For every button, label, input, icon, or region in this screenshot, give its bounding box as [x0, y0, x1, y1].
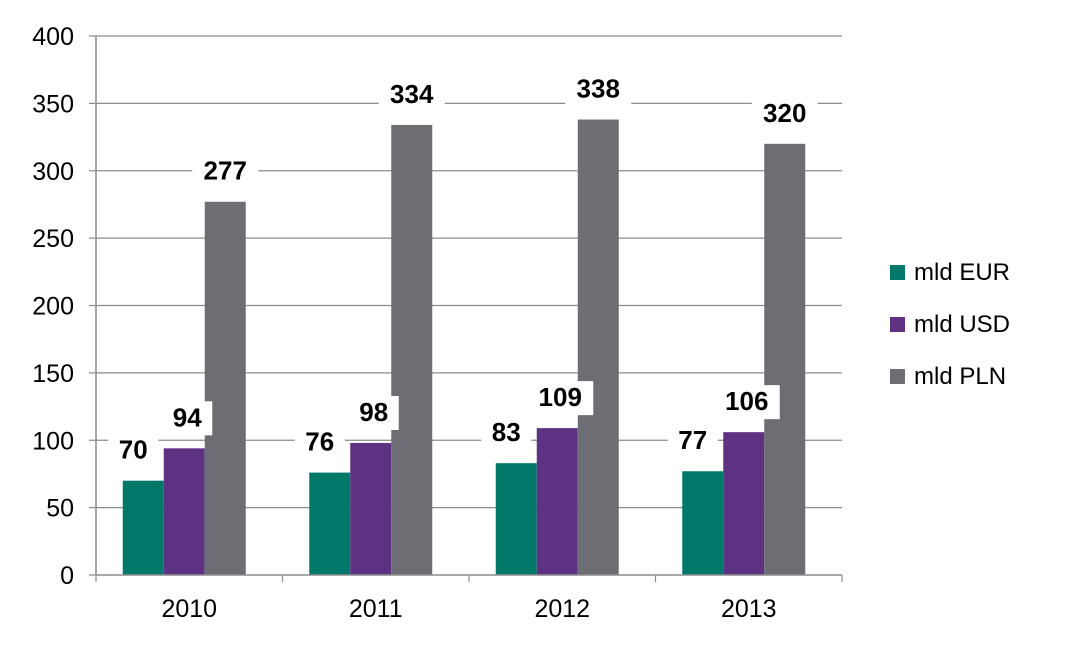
bars [122, 119, 806, 576]
x-tick-label: 2013 [721, 595, 777, 623]
data-label-bg [294, 425, 345, 460]
y-tick-label: 50 [46, 495, 74, 523]
legend: mld EUR mld USD mld PLN [890, 259, 1010, 390]
data-label-bg [348, 395, 399, 430]
legend-label: mld USD [914, 311, 1010, 338]
bar-mld-pln-2013 [764, 143, 806, 576]
data-label-bg [378, 77, 445, 112]
data-label: 334 [390, 79, 434, 109]
data-label-bg [565, 72, 632, 107]
data-label-bg [751, 96, 818, 131]
axes: 0 50 100 150 200 250 300 350 400 2010 2011 2012 2013 [32, 23, 843, 623]
data-label-bg [713, 385, 780, 420]
bar-mld-eur-2012 [495, 463, 537, 575]
y-tick-label: 300 [32, 158, 74, 186]
bar-mld-pln-2010 [204, 201, 246, 575]
data-label: 76 [305, 427, 334, 457]
legend-swatch [890, 265, 905, 280]
data-label: 77 [678, 425, 707, 455]
data-label-bg [192, 154, 259, 189]
data-label: 106 [725, 386, 768, 416]
legend-label: mld EUR [914, 259, 1010, 286]
y-tick-label: 200 [32, 293, 74, 321]
data-label-bg [667, 424, 718, 459]
legend-swatch [890, 369, 905, 384]
data-label: 98 [359, 397, 388, 427]
bar-mld-usd-2010 [163, 448, 205, 575]
data-label: 70 [119, 435, 148, 465]
data-label: 338 [577, 74, 620, 104]
y-tick-label: 250 [32, 225, 74, 253]
data-label-bg [108, 433, 159, 468]
bar-mld-eur-2010 [122, 480, 164, 575]
data-label-bg [162, 401, 213, 436]
y-tick-label: 350 [32, 90, 74, 118]
data-label-bg [481, 416, 532, 451]
y-tick-label: 100 [32, 427, 74, 455]
data-label-bg [527, 381, 594, 416]
data-label: 277 [204, 156, 247, 186]
y-tick-label: 400 [32, 23, 74, 51]
data-label: 109 [539, 382, 582, 412]
x-tick-label: 2010 [161, 595, 217, 623]
bar-mld-pln-2011 [391, 124, 433, 575]
bar-mld-usd-2011 [350, 442, 392, 575]
bar-mld-pln-2012 [577, 119, 619, 576]
legend-swatch [890, 317, 905, 332]
bar-mld-usd-2012 [536, 428, 578, 575]
bar-mld-eur-2011 [309, 472, 351, 575]
bar-mld-usd-2013 [723, 432, 765, 575]
x-tick-label: 2011 [349, 595, 403, 623]
x-tick-label: 2012 [534, 595, 590, 623]
data-labels: 70 94 277 76 98 334 83 109 338 77 106 320 [108, 72, 818, 468]
y-tick-label: 0 [60, 562, 74, 590]
y-tick-label: 150 [32, 360, 74, 388]
data-label: 83 [492, 417, 521, 447]
data-label: 94 [173, 402, 202, 432]
bar-mld-eur-2013 [682, 471, 724, 575]
legend-label: mld PLN [914, 363, 1006, 390]
data-label: 320 [763, 98, 806, 128]
